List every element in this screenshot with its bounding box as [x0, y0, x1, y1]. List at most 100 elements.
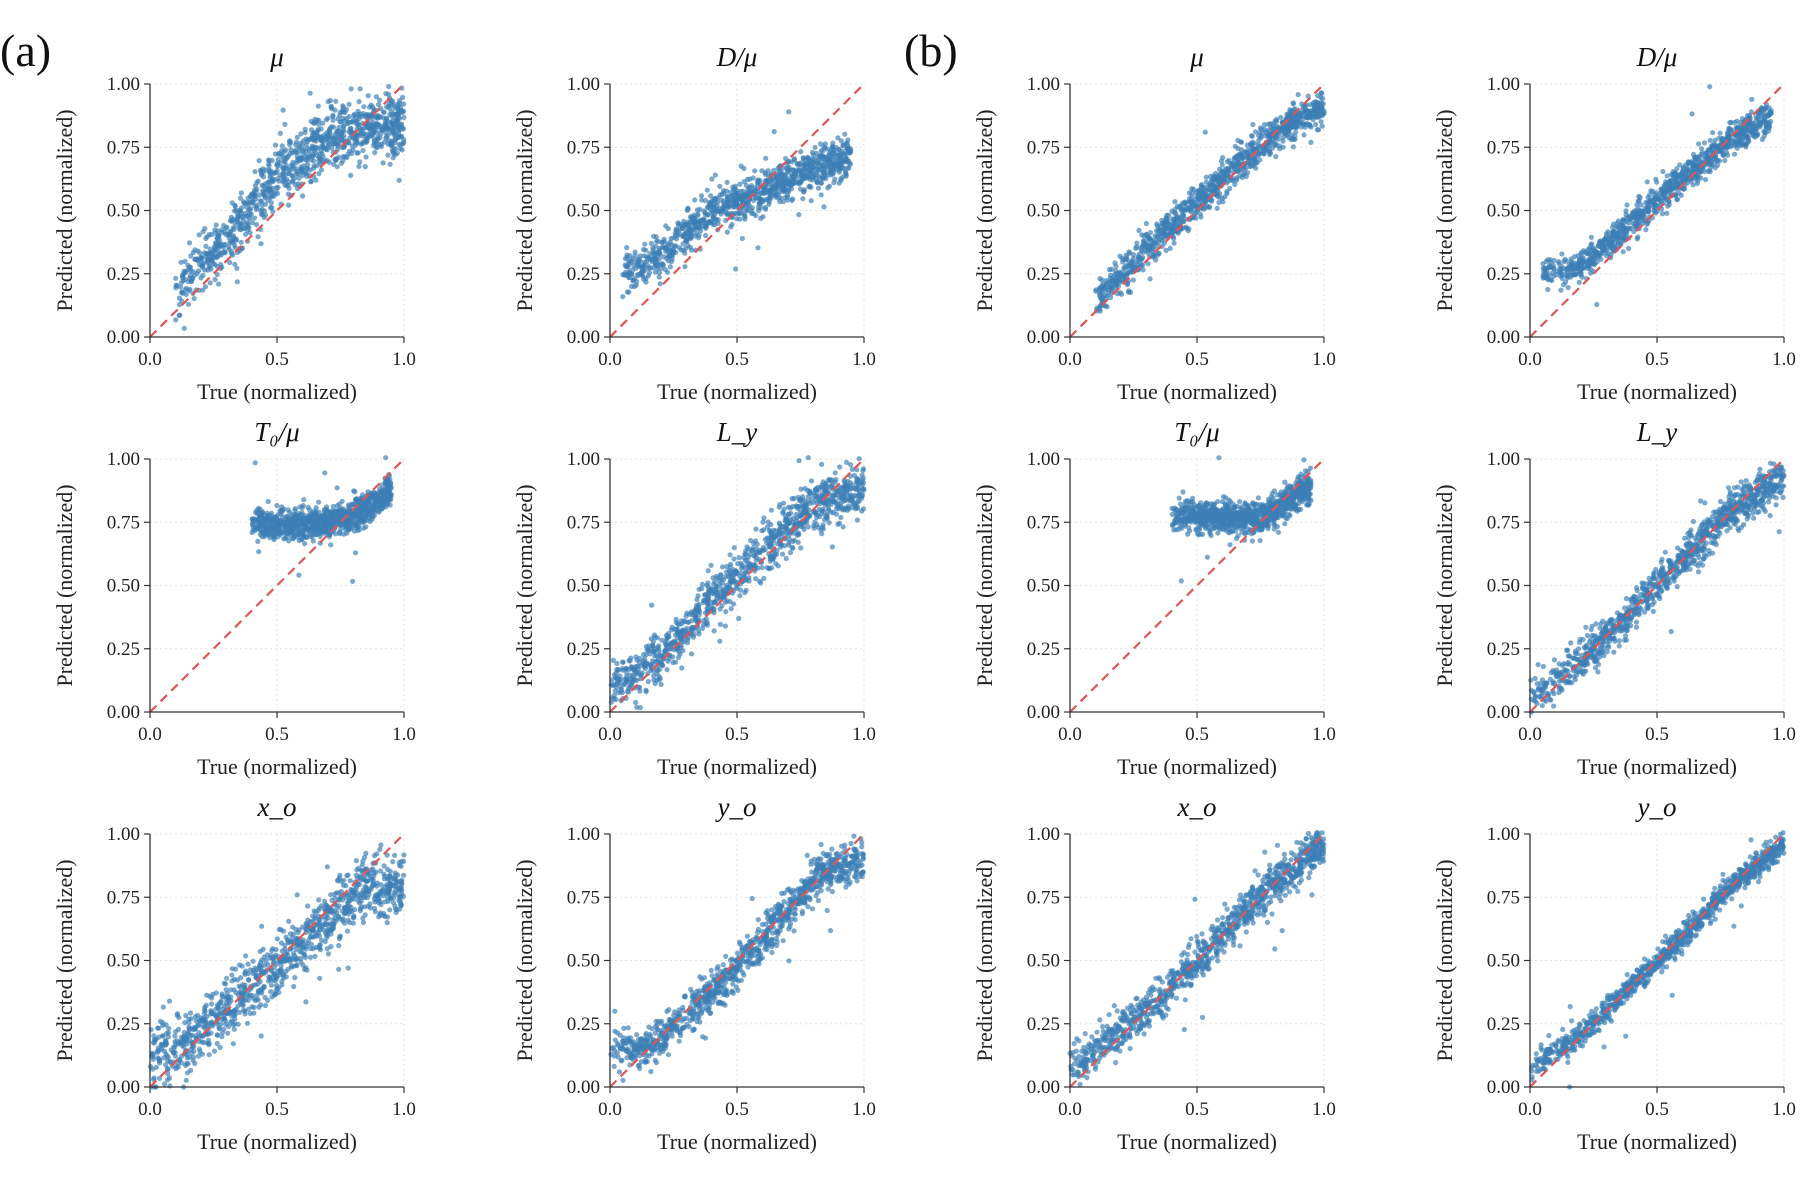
data-point — [250, 518, 256, 524]
data-point — [300, 138, 307, 144]
data-point — [396, 108, 402, 114]
data-point — [634, 663, 641, 669]
data-point — [327, 97, 333, 104]
data-point — [675, 220, 681, 226]
data-point — [389, 100, 395, 107]
data-point — [272, 515, 278, 521]
data-point — [344, 928, 351, 934]
y-tick-label: 0.75 — [567, 512, 600, 533]
data-point — [401, 114, 407, 120]
data-point — [296, 572, 302, 578]
x-tick-label: 0.5 — [725, 724, 749, 745]
data-point — [243, 213, 249, 219]
data-point — [351, 914, 357, 920]
data-point — [750, 175, 756, 181]
data-point — [651, 251, 658, 257]
data-point — [777, 526, 783, 532]
data-point — [826, 183, 833, 189]
data-point — [348, 172, 354, 178]
data-point — [383, 124, 389, 130]
data-point — [744, 207, 750, 213]
data-point — [859, 495, 865, 501]
data-point — [649, 602, 655, 608]
data-point — [277, 130, 283, 136]
data-point — [316, 528, 322, 534]
data-point — [856, 456, 862, 462]
data-point — [620, 294, 626, 300]
data-point — [372, 138, 378, 145]
data-point — [814, 514, 820, 521]
data-point — [392, 135, 398, 141]
data-point — [255, 234, 261, 240]
data-point — [370, 866, 376, 872]
data-point — [803, 502, 809, 508]
data-point — [232, 261, 238, 267]
data-point — [332, 107, 338, 113]
data-point — [307, 167, 313, 173]
data-point — [262, 186, 269, 193]
data-point — [372, 909, 378, 915]
data-point — [338, 505, 344, 512]
data-point — [182, 258, 188, 265]
data-point — [821, 204, 827, 210]
data-point — [376, 900, 382, 906]
data-point — [358, 898, 364, 904]
data-point — [203, 243, 209, 249]
data-point — [783, 555, 789, 562]
data-point — [731, 601, 737, 607]
data-point — [859, 508, 865, 514]
data-point — [306, 530, 312, 537]
data-point — [739, 235, 746, 242]
data-point — [205, 260, 211, 266]
subplot-title: T₀/μ — [254, 417, 299, 447]
data-point — [657, 281, 663, 287]
data-point — [386, 105, 392, 111]
data-point — [294, 134, 300, 140]
data-point — [358, 904, 365, 910]
data-point — [362, 164, 368, 170]
data-point — [737, 216, 743, 222]
data-point — [292, 975, 298, 981]
data-point — [361, 130, 367, 137]
data-point — [192, 1060, 198, 1067]
data-point — [312, 116, 318, 122]
data-point — [835, 488, 841, 494]
data-point — [265, 498, 271, 505]
data-point — [743, 182, 749, 188]
data-point — [275, 175, 281, 182]
data-point — [214, 235, 220, 241]
data-point — [626, 269, 632, 275]
data-point — [299, 509, 305, 516]
data-point — [164, 1053, 170, 1059]
data-point — [722, 623, 728, 629]
data-point — [692, 197, 698, 203]
data-point — [378, 131, 384, 137]
data-point — [795, 530, 802, 536]
data-point — [819, 531, 825, 537]
data-point — [724, 179, 730, 185]
data-point — [213, 250, 219, 256]
data-point — [255, 997, 261, 1003]
data-point — [308, 179, 314, 185]
data-point — [694, 207, 701, 213]
data-point — [806, 184, 812, 190]
data-point — [640, 264, 646, 270]
data-point — [673, 619, 680, 626]
data-point — [664, 635, 670, 641]
data-point — [202, 284, 208, 290]
data-point — [821, 156, 828, 162]
data-point — [385, 132, 391, 138]
data-point — [213, 255, 220, 261]
data-point — [708, 562, 714, 568]
data-point — [349, 501, 355, 507]
data-point — [705, 568, 711, 574]
data-point — [680, 648, 686, 654]
data-point — [373, 127, 379, 133]
data-point — [668, 646, 674, 652]
data-point — [339, 498, 345, 504]
data-point — [372, 150, 378, 156]
data-point — [221, 222, 227, 229]
data-point — [328, 103, 334, 109]
data-point — [811, 525, 817, 531]
data-point — [859, 472, 865, 478]
